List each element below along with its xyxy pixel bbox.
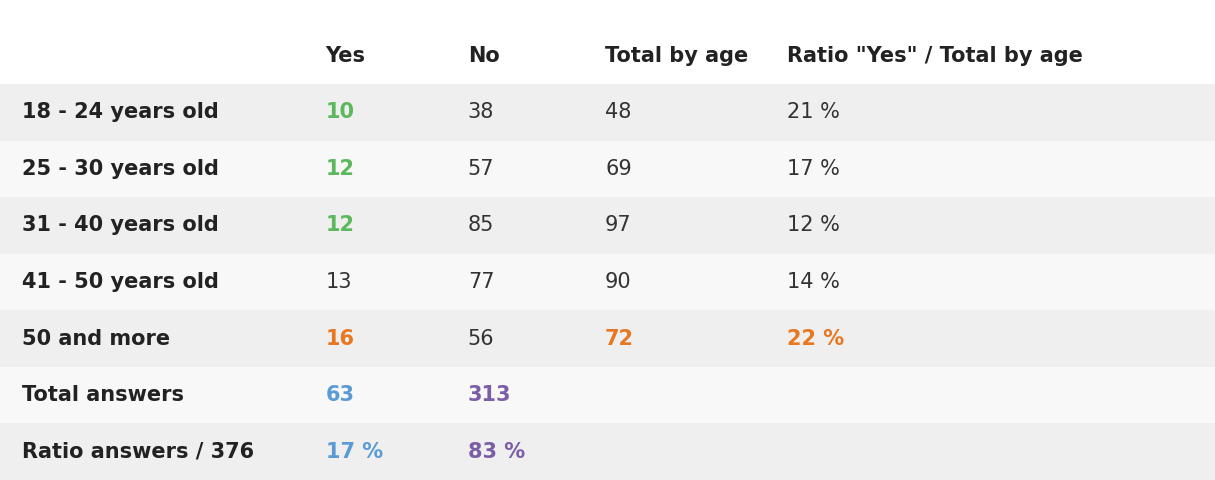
Text: Ratio "Yes" / Total by age: Ratio "Yes" / Total by age (787, 47, 1084, 66)
Bar (0, 29, 1215, 84)
Text: 12 %: 12 % (787, 216, 841, 235)
Text: 13: 13 (326, 272, 352, 292)
Text: 50 and more: 50 and more (22, 329, 170, 348)
Text: 22 %: 22 % (787, 329, 844, 348)
Text: 97: 97 (605, 216, 632, 235)
Text: 85: 85 (468, 216, 495, 235)
Text: Yes: Yes (326, 47, 366, 66)
Text: 83 %: 83 % (468, 442, 525, 462)
Text: 16: 16 (326, 329, 355, 348)
Text: 12: 12 (326, 216, 355, 235)
Text: 17 %: 17 % (787, 159, 841, 179)
Text: 31 - 40 years old: 31 - 40 years old (22, 216, 219, 235)
Bar (0, 141, 1215, 197)
Text: 56: 56 (468, 329, 495, 348)
Text: 57: 57 (468, 159, 495, 179)
Bar (0, 367, 1215, 423)
Text: Total answers: Total answers (22, 385, 183, 405)
Text: 14 %: 14 % (787, 272, 841, 292)
Bar (0, 254, 1215, 310)
Text: 10: 10 (326, 102, 355, 122)
Text: 313: 313 (468, 385, 512, 405)
Text: 63: 63 (326, 385, 355, 405)
Text: 90: 90 (605, 272, 632, 292)
Text: Ratio answers / 376: Ratio answers / 376 (22, 442, 254, 462)
Text: 12: 12 (326, 159, 355, 179)
Bar (0, 84, 1215, 141)
Text: 72: 72 (605, 329, 634, 348)
Text: 48: 48 (605, 102, 632, 122)
Text: 69: 69 (605, 159, 632, 179)
Bar (0, 197, 1215, 254)
Bar (0, 310, 1215, 367)
Text: 21 %: 21 % (787, 102, 841, 122)
Text: 25 - 30 years old: 25 - 30 years old (22, 159, 219, 179)
Text: Total by age: Total by age (605, 47, 748, 66)
Text: No: No (468, 47, 499, 66)
Text: 41 - 50 years old: 41 - 50 years old (22, 272, 219, 292)
Text: 77: 77 (468, 272, 495, 292)
Bar (0, 423, 1215, 480)
Text: 18 - 24 years old: 18 - 24 years old (22, 102, 219, 122)
Text: 38: 38 (468, 102, 495, 122)
Text: 17 %: 17 % (326, 442, 383, 462)
